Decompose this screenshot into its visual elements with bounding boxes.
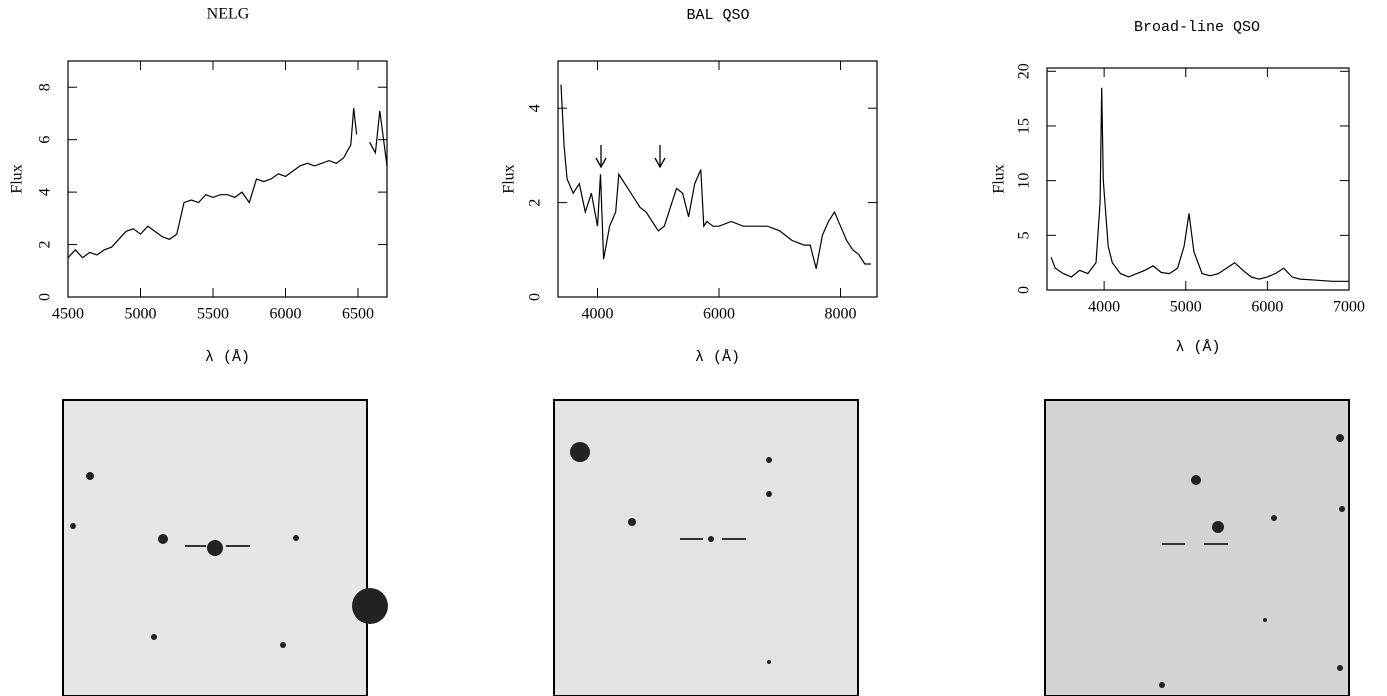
y-tick-label: 0 [37,293,54,301]
y-tick-label: 2 [527,199,544,207]
y-tick-label: 2 [37,241,54,249]
y-tick-label: 0 [527,293,544,301]
y-tick-label: 8 [37,83,54,91]
chart-title: NELG [207,6,250,23]
x-tick-label: 5500 [197,306,229,323]
arrows [595,145,666,169]
x-tick-label: 6000 [270,306,302,323]
y-tick-label: 5 [1016,231,1033,239]
y-tick-label: 15 [1016,118,1033,134]
x-tick-label: 5000 [1170,299,1202,316]
y-axis-label: Flux [991,164,1008,193]
chart-title: BAL QSO [686,7,749,24]
x-tick-label: 6000 [703,306,735,323]
y-tick-label: 4 [37,188,54,196]
x-axis-label: λ (Å) [205,349,250,366]
x-tick-label: 4000 [581,306,613,323]
finder-image [1044,399,1350,696]
x-axis-label: λ (Å) [1175,339,1220,356]
plot-frame [67,60,388,298]
x-axis-label: λ (Å) [695,349,740,366]
y-tick-label: 6 [37,136,54,144]
x-tick-label: 5000 [125,306,157,323]
y-tick-label: 10 [1016,173,1033,189]
x-tick-label: 4500 [52,306,84,323]
x-tick-label: 6500 [342,306,374,323]
plot-frame [1046,67,1350,291]
spectrum-line [560,84,871,269]
finder-image [553,399,859,696]
x-tick-label: 8000 [825,306,857,323]
x-tick-label: 7000 [1333,299,1365,316]
chart-title: Broad-line QSO [1134,19,1260,36]
spectrum-line [67,108,388,259]
y-tick-label: 20 [1016,63,1033,79]
x-tick-label: 4000 [1088,299,1120,316]
y-axis-label: Flux [501,164,518,193]
x-tick-label: 6000 [1251,299,1283,316]
y-axis-label: Flux [9,164,26,193]
finder-image [62,399,388,696]
spectrum-line [1050,87,1349,282]
y-tick-label: 4 [527,104,544,112]
plot-frame [557,60,878,298]
y-tick-label: 0 [1016,286,1033,294]
